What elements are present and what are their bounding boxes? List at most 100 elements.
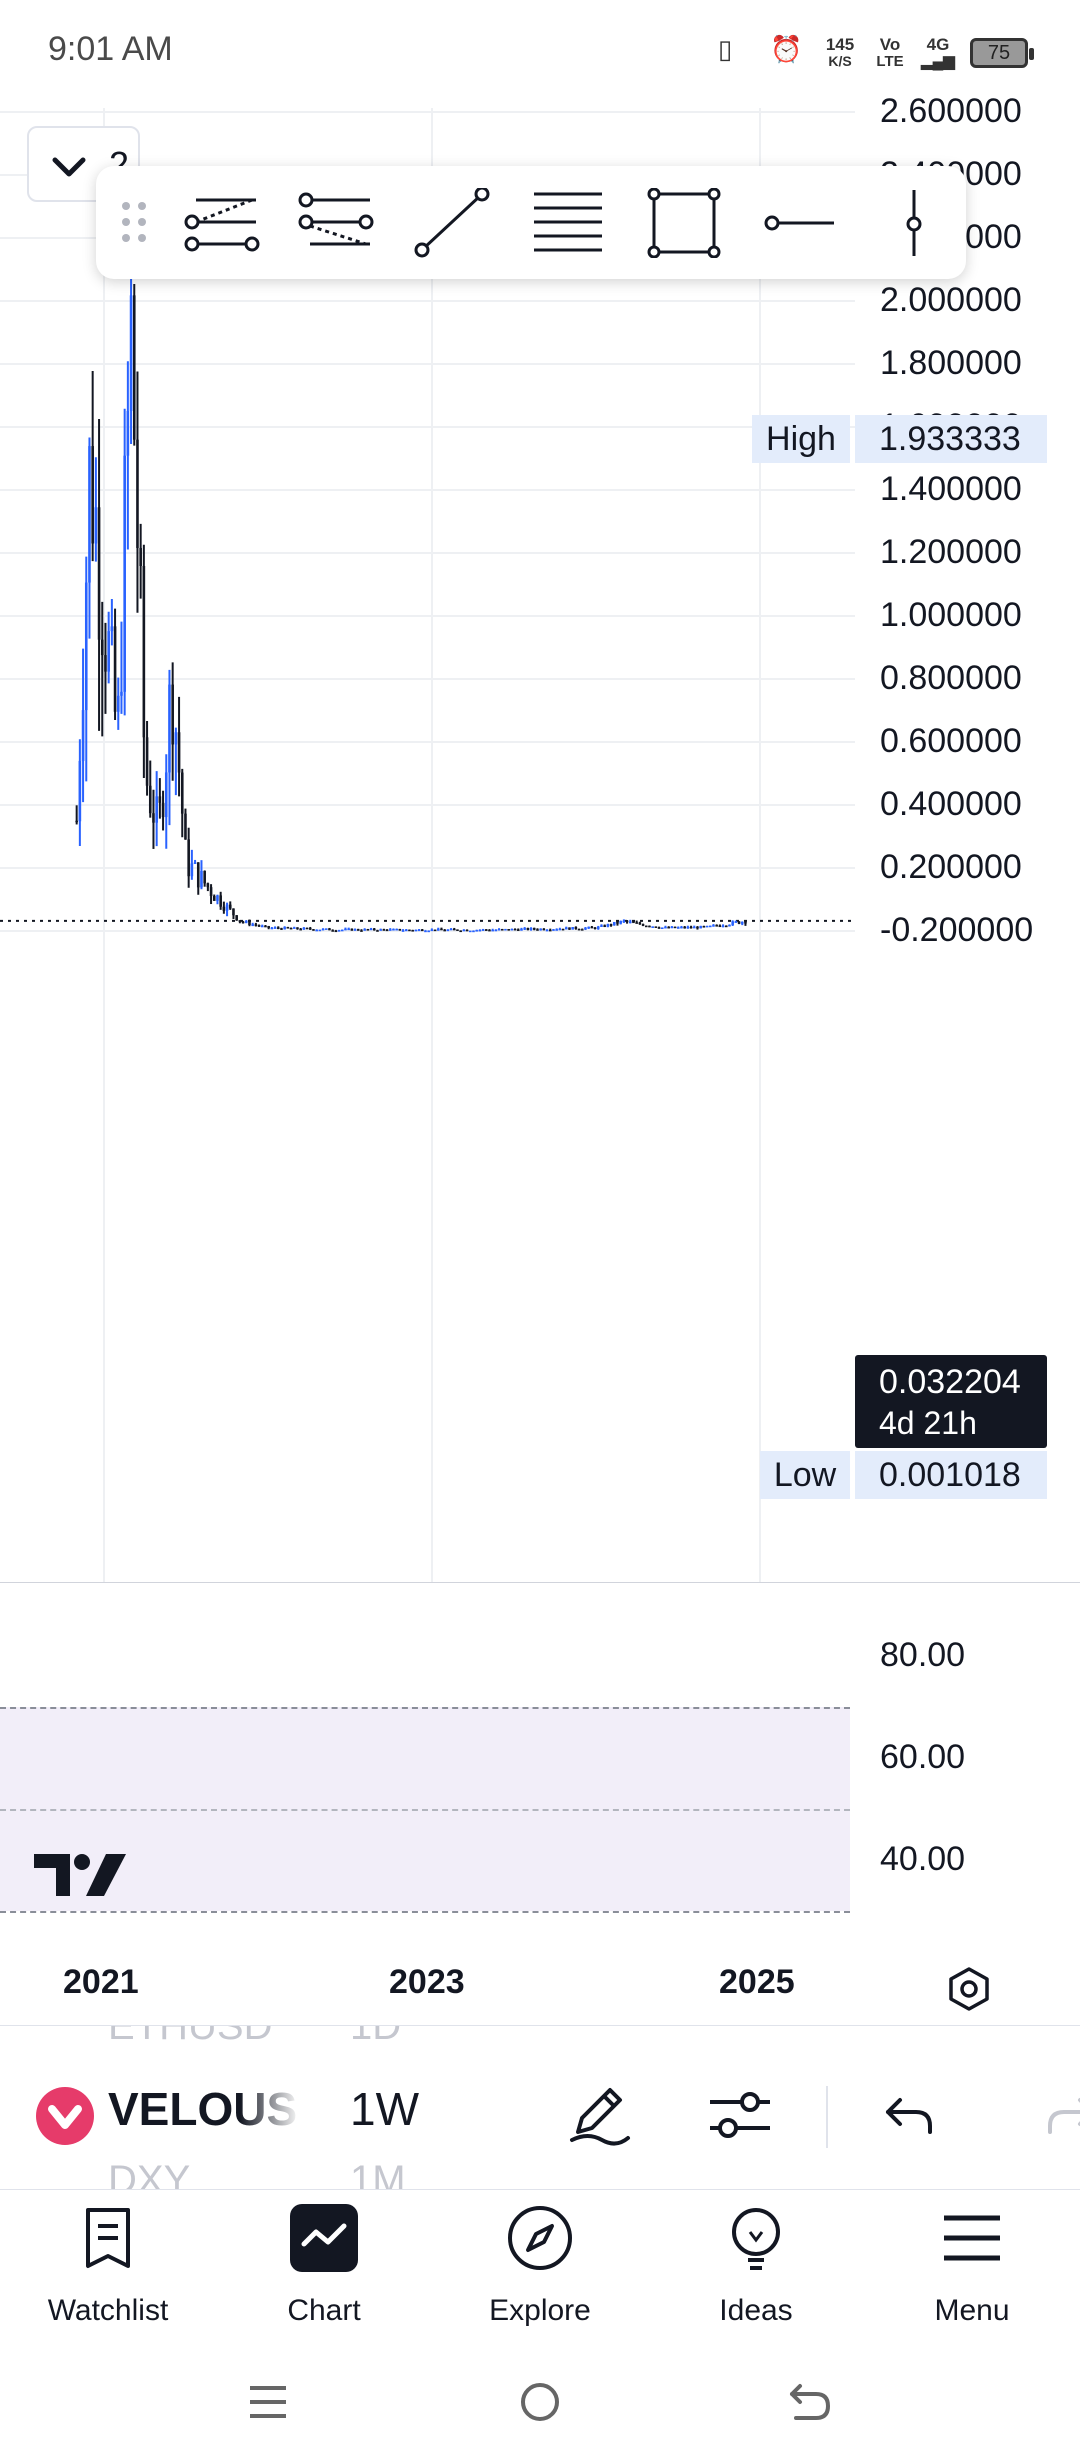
candle-body [408,929,411,932]
candle-body [712,925,715,927]
next-interval[interactable]: 1M [350,2158,406,2190]
chart-settings-icon[interactable] [943,1963,995,2015]
candle-body [139,547,142,567]
candle-body [510,928,514,931]
fib-retracement-icon[interactable] [182,188,262,258]
candle-body [225,904,229,911]
candle-body [81,710,85,761]
pencil-icon[interactable] [558,2074,638,2154]
candle-body [417,929,421,932]
candle-body [190,863,194,877]
candle-body [334,930,338,933]
candle-body [667,926,670,929]
candle-body [590,926,594,929]
candle-body [436,928,440,931]
candle-body [632,921,635,924]
candle-body [462,929,466,932]
candle-body [488,929,491,932]
candle-body [273,927,277,929]
candle-body [257,925,261,927]
candle-body [193,862,197,864]
candle-body [168,684,171,773]
indicators-icon[interactable] [700,2074,780,2154]
candle-body [481,929,485,931]
candle-body [539,928,542,931]
candle-body [596,926,600,929]
candle-body [628,921,632,924]
symbol-bar[interactable]: ETHUSD 1D VELOUSD 1W DXY 1M [0,2025,1080,2190]
drag-handle-icon[interactable] [118,200,150,244]
nav-label: Menu [934,2294,1010,2327]
candle-body [292,927,296,929]
candle-body [513,928,517,931]
tradingview-logo-icon[interactable] [32,1850,132,1900]
system-nav-bar[interactable] [0,2352,1080,2460]
candle-body [385,929,389,932]
nav-ideas[interactable]: Ideas [656,2190,856,2352]
candle-body [648,925,651,928]
candle-body [673,926,677,929]
drawing-toolbar[interactable] [96,166,966,279]
rectangle-icon[interactable] [644,188,724,258]
prev-symbol[interactable]: ETHUSD [108,2025,273,2048]
candle-body [705,925,709,928]
candle-body [248,921,251,925]
candle-body [123,455,126,692]
recent-apps-icon[interactable] [246,2380,290,2424]
candle-body [427,930,430,933]
candle-body [238,920,242,922]
back-icon[interactable] [788,2380,832,2424]
candle-body [129,295,133,411]
fib-extension-icon[interactable] [296,188,376,258]
interval-button[interactable]: 1W [350,2083,419,2135]
candle-body [715,925,718,927]
undo-icon[interactable] [870,2074,950,2154]
bottom-nav[interactable]: Watchlist Chart Explore Ideas Menu [0,2190,1080,2352]
candle-body [657,927,661,929]
candle-body [180,772,184,814]
candle-body [350,928,354,931]
nav-explore[interactable]: Explore [440,2190,640,2352]
watchlist-icon [86,2208,130,2268]
candle-body [126,410,130,456]
candle-body [420,929,424,932]
vertical-line-icon[interactable] [874,188,954,258]
time-label: 2023 [389,1963,465,2001]
parallel-channel-icon[interactable] [528,188,608,258]
horizontal-line-icon[interactable] [760,188,840,258]
candle-body [552,929,555,931]
chart-icon [290,2204,358,2272]
candle-body [267,926,270,929]
candle-body [644,925,648,928]
candle-body [542,928,546,931]
candle-body [532,928,536,930]
candle-body [376,930,379,932]
candle-body [113,626,117,712]
candle-body [340,929,344,932]
candle-body [331,930,334,932]
candle-body [696,926,699,929]
trend-line-icon[interactable] [412,188,492,258]
price-chart[interactable] [0,108,1080,1583]
nav-menu[interactable]: Menu [872,2190,1072,2352]
candle-body [94,507,98,544]
candle-body [388,929,392,931]
candle-body [702,926,706,928]
candle-body [328,928,331,931]
candle-body [430,929,434,932]
nav-watchlist[interactable]: Watchlist [8,2190,208,2352]
time-axis[interactable]: 2021 2023 2025 [0,1955,1080,2025]
candle-body [91,446,94,544]
candle-body [360,930,363,932]
time-label: 2025 [719,1963,795,2001]
redo-icon[interactable] [1030,2074,1080,2154]
candle-body [574,927,578,929]
net-speed-unit: K/S [828,53,852,69]
candle-body [219,895,222,907]
candle-body [254,924,258,926]
next-symbol[interactable]: DXY [108,2158,191,2190]
prev-interval[interactable]: 1D [350,2025,402,2048]
candle-body [312,929,315,931]
home-icon[interactable] [518,2380,562,2424]
nav-chart[interactable]: Chart [224,2190,424,2352]
